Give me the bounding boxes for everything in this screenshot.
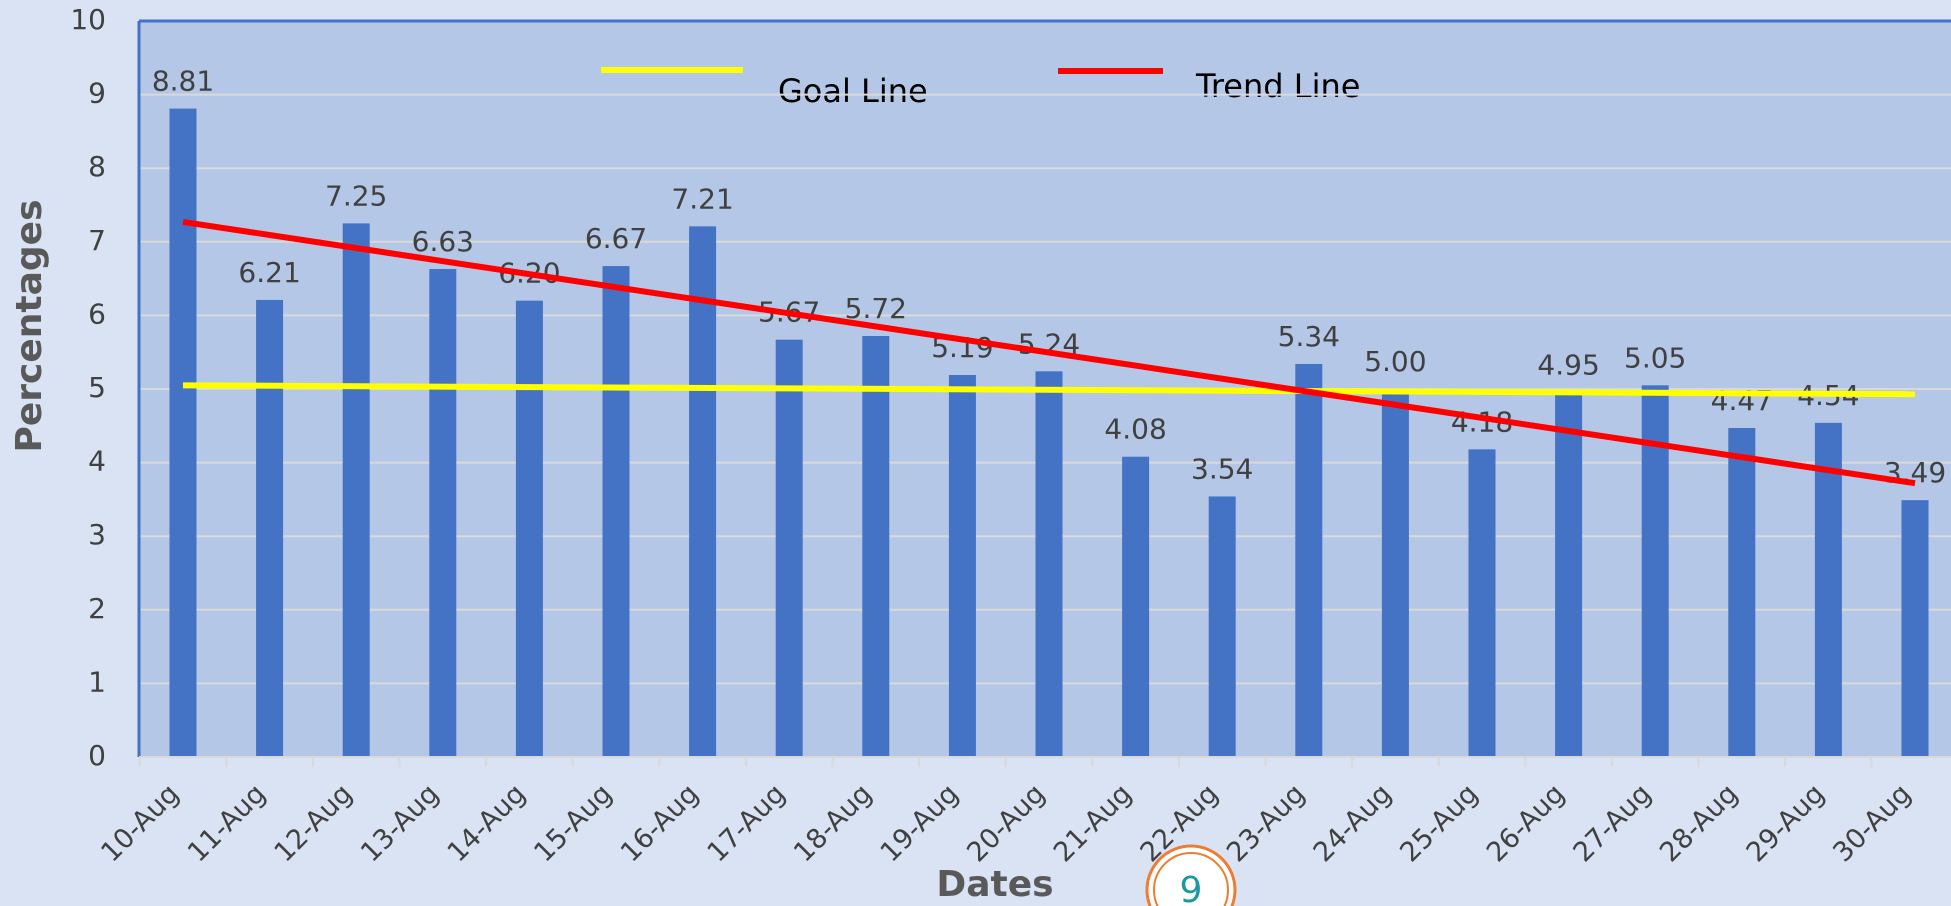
- data-label: 7.25: [325, 179, 387, 212]
- bar: [1122, 456, 1150, 757]
- data-label: 5.34: [1278, 320, 1340, 353]
- data-label: 7.21: [671, 182, 733, 215]
- data-label: 8.81: [152, 65, 214, 98]
- data-label: 3.54: [1191, 452, 1253, 485]
- y-tick-label: 6: [88, 297, 106, 330]
- y-tick-label: 1: [88, 665, 106, 698]
- data-label: 3.49: [1884, 456, 1946, 489]
- y-tick-label: 4: [88, 445, 106, 478]
- bar: [342, 223, 370, 757]
- bar: [169, 108, 197, 758]
- bar: [1468, 449, 1496, 757]
- data-label: 5.72: [845, 292, 907, 325]
- bar: [1208, 496, 1236, 757]
- data-label: 5.00: [1364, 345, 1426, 378]
- page-number: 9: [1180, 870, 1203, 906]
- y-tick-label: 10: [70, 3, 106, 36]
- x-axis-label: Dates: [936, 864, 1053, 905]
- reference-line: [182, 382, 1916, 398]
- bar: [1555, 392, 1583, 757]
- y-tick-label: 9: [88, 77, 106, 110]
- data-label: 4.08: [1104, 413, 1166, 446]
- reference-line: [182, 218, 1916, 487]
- bar: [1728, 428, 1756, 757]
- y-axis-label: Percentages: [9, 199, 50, 452]
- bar: [602, 266, 630, 757]
- bar: [1901, 500, 1929, 757]
- bar: [862, 336, 890, 757]
- legend-label: Trend Line: [1195, 67, 1360, 105]
- bar: [1814, 422, 1842, 757]
- bar: [689, 226, 717, 757]
- bar: [429, 269, 457, 757]
- bar: [775, 339, 803, 757]
- data-label: 4.95: [1537, 349, 1599, 382]
- data-label: 6.21: [238, 256, 300, 289]
- bar: [1035, 371, 1063, 757]
- data-label: 6.67: [585, 222, 647, 255]
- y-tick-label: 5: [88, 371, 106, 404]
- bar: [1295, 363, 1323, 757]
- legend-label: Goal Line: [778, 72, 928, 110]
- bar: [948, 375, 976, 757]
- y-tick-label: 2: [88, 592, 106, 625]
- page-number-ring: [1153, 852, 1229, 906]
- bar: [515, 300, 543, 757]
- bar: [256, 299, 284, 757]
- data-label: 6.63: [412, 225, 474, 258]
- y-tick-label: 7: [88, 224, 106, 257]
- data-label: 4.47: [1711, 384, 1773, 417]
- y-tick-label: 3: [88, 518, 106, 551]
- y-tick-label: 8: [88, 150, 106, 183]
- data-label: 5.05: [1624, 341, 1686, 374]
- y-tick-label: 0: [88, 739, 106, 772]
- legend: Goal Line Trend Line: [601, 67, 1360, 110]
- bar: [1381, 389, 1409, 757]
